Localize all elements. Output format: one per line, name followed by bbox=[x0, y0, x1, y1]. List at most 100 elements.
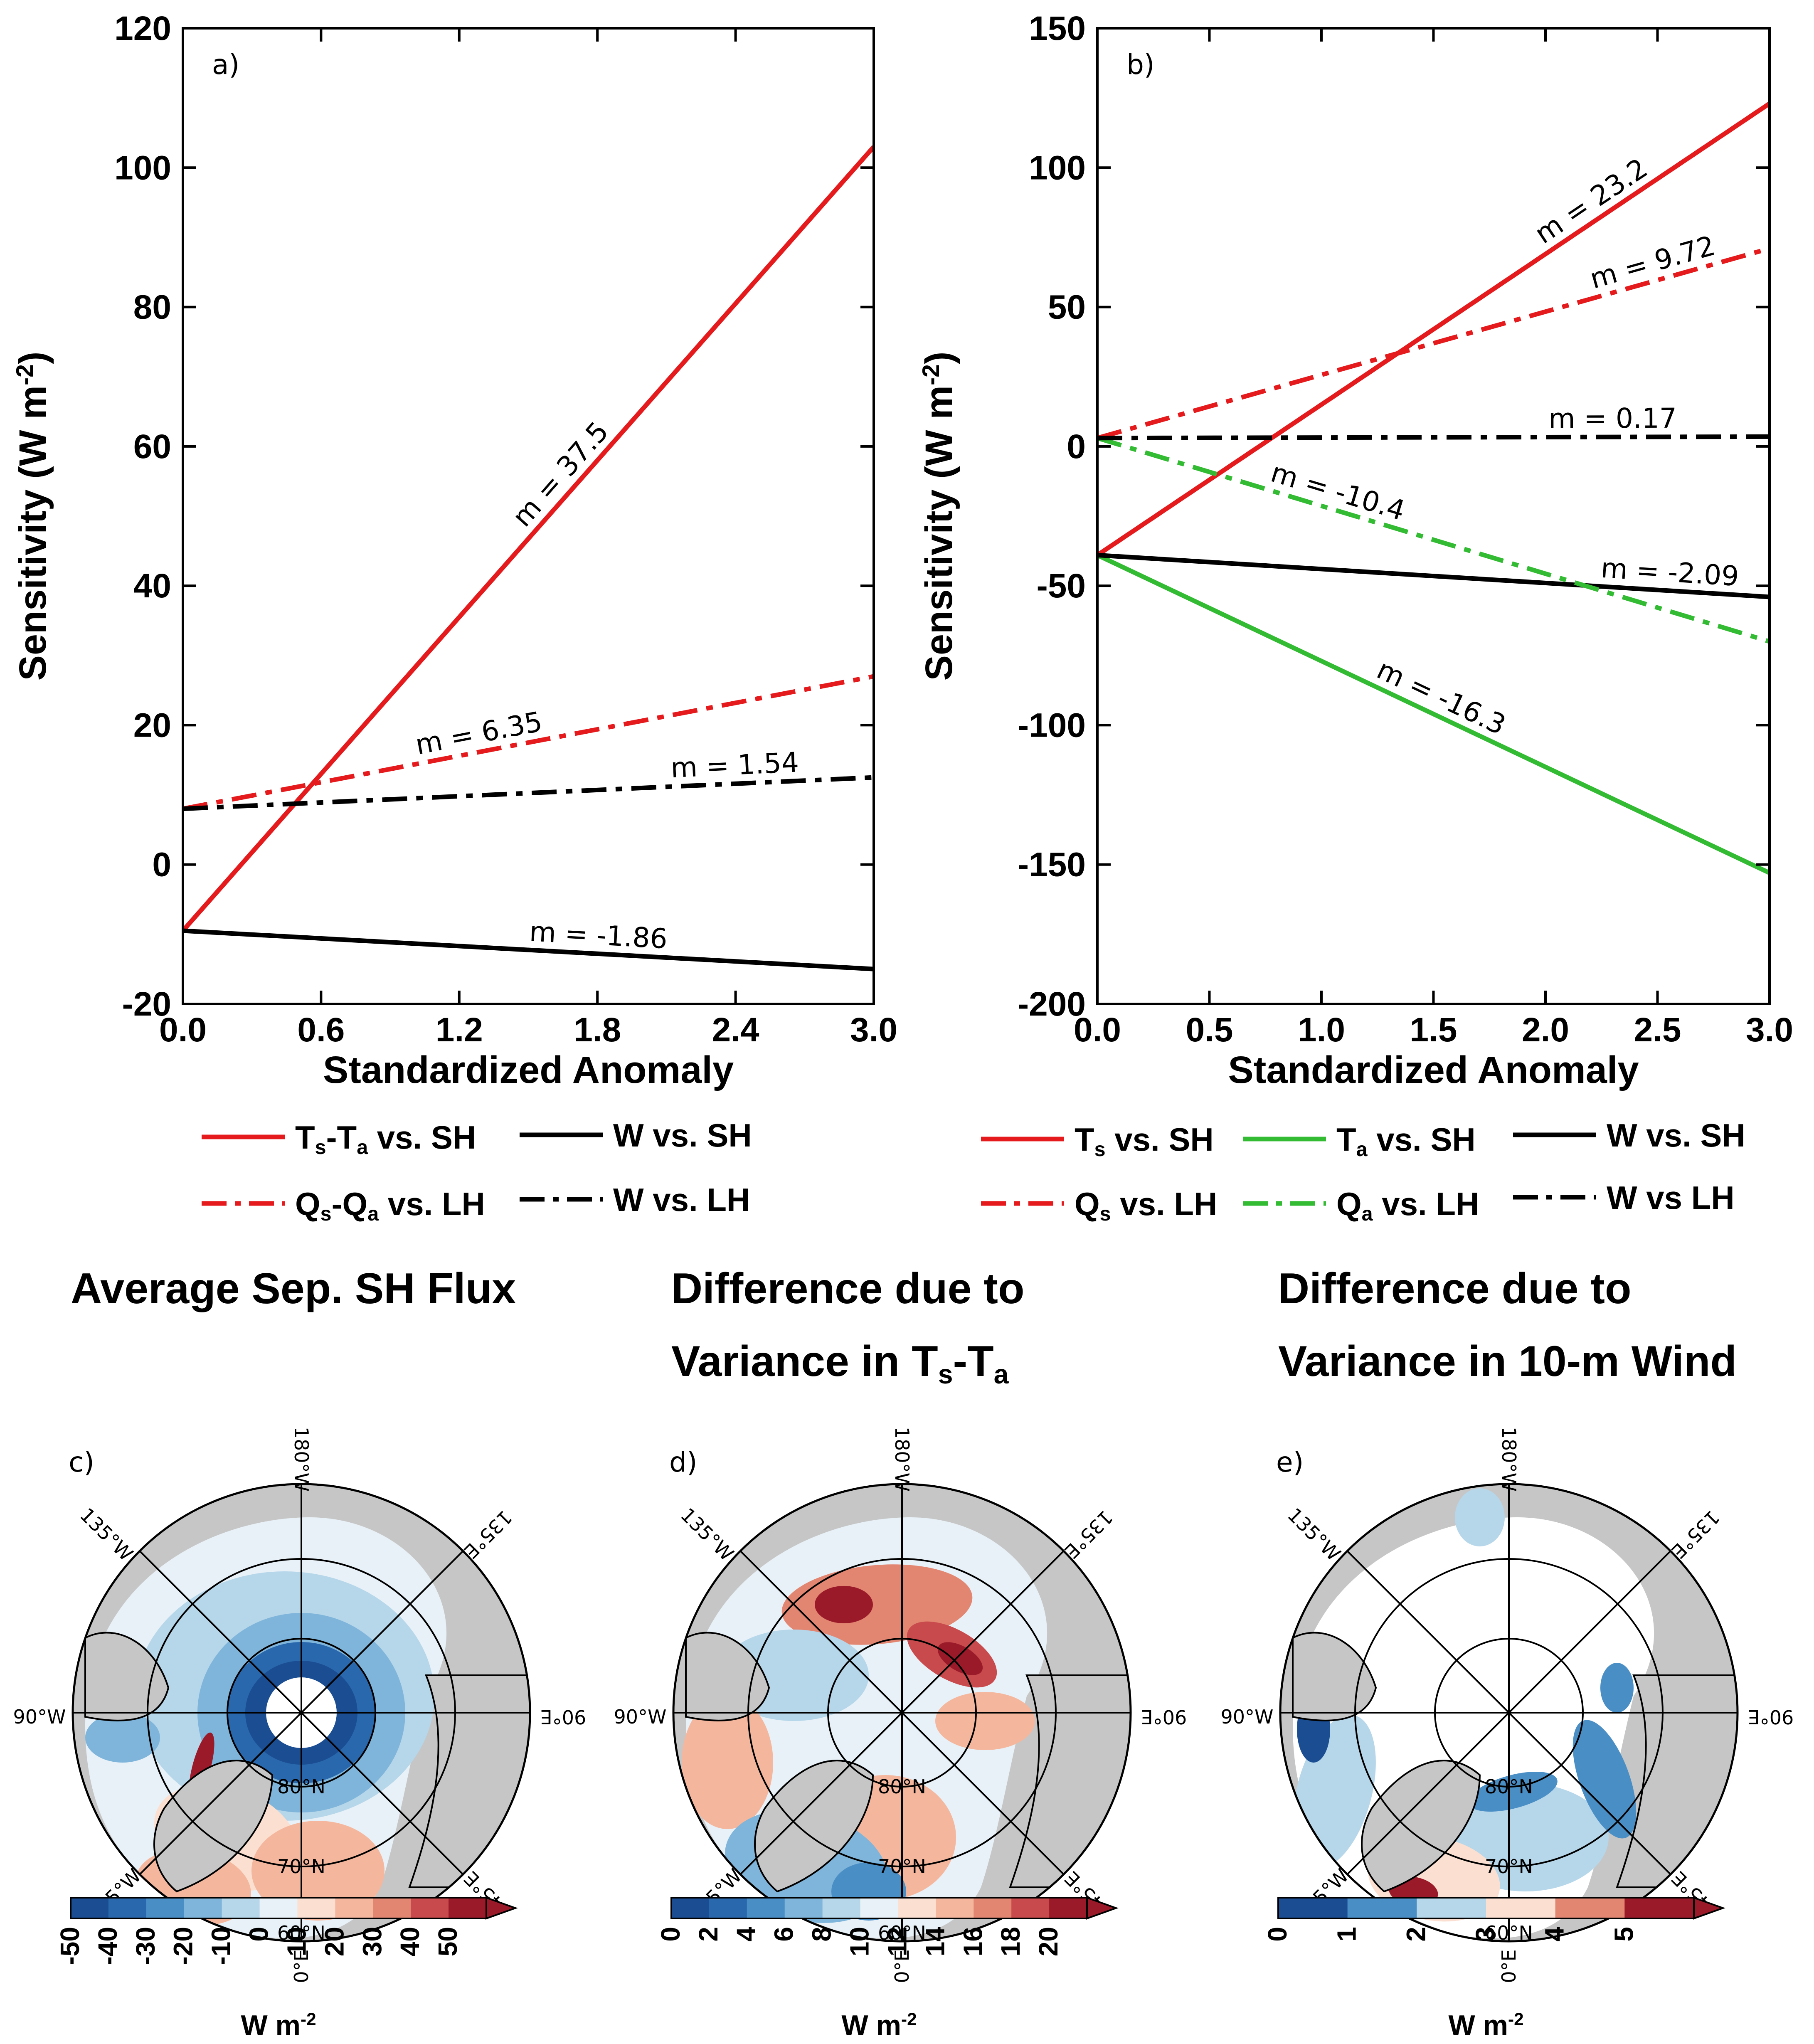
colorbar-tick-label: 6 bbox=[769, 1927, 799, 1942]
colorbar-tick-label: 2 bbox=[1401, 1927, 1431, 1942]
legend-label-0: Ts-Ta vs. SH bbox=[295, 1119, 476, 1159]
colorbar-unit: W m-2 bbox=[841, 2009, 917, 2041]
map-panel-label: e) bbox=[1276, 1446, 1304, 1478]
colorbar-segment bbox=[822, 1898, 861, 1918]
map-title-line-part: Difference due to bbox=[671, 1265, 1024, 1313]
colorbar-tick-label: 20 bbox=[319, 1927, 349, 1956]
colorbar-tick-label: 4 bbox=[1540, 1927, 1570, 1942]
map-title-line-part: Difference due to bbox=[1278, 1265, 1631, 1313]
legend-label-1-part: a bbox=[1356, 1138, 1368, 1161]
legend-label-0-part: a bbox=[357, 1136, 368, 1159]
latitude-label: 70°N bbox=[277, 1855, 325, 1878]
ytick-label: 150 bbox=[1029, 10, 1086, 47]
map-title-line: Variance in Ts-Ta bbox=[671, 1337, 1009, 1389]
colorbar-unit-part: W m bbox=[841, 2009, 901, 2041]
colorbar-segment bbox=[1278, 1898, 1348, 1918]
anomaly-area bbox=[1600, 1663, 1634, 1713]
ytick-label: 20 bbox=[133, 706, 171, 744]
colorbar-tick-label: 5 bbox=[1609, 1927, 1639, 1942]
xtick-label: 2.4 bbox=[712, 1011, 759, 1049]
xtick-label: 1.2 bbox=[436, 1011, 483, 1049]
slope-label-3: m = 9.72 bbox=[1587, 229, 1719, 295]
colorbar-segment bbox=[974, 1898, 1012, 1918]
panel-label: a) bbox=[212, 49, 239, 81]
colorbar-frame bbox=[70, 1897, 487, 1919]
colorbar-segment bbox=[449, 1898, 487, 1918]
colorbar-segment bbox=[1624, 1898, 1694, 1918]
colorbar-tick-label: 40 bbox=[395, 1927, 425, 1956]
longitude-label: 90°W bbox=[13, 1706, 66, 1728]
longitude-label: 135°E bbox=[1060, 1506, 1117, 1563]
colorbar-segment bbox=[1486, 1898, 1556, 1918]
y-axis-label-part: ) bbox=[12, 352, 54, 365]
y-axis-label: Sensitivity (W m-2) bbox=[12, 352, 54, 681]
colorbar-tick-label: 4 bbox=[731, 1927, 761, 1942]
slope-label-1: m = -1.86 bbox=[529, 915, 668, 955]
longitude-label: 180°W bbox=[891, 1427, 913, 1492]
colorbar-segment bbox=[297, 1898, 335, 1918]
colorbar-frame bbox=[1277, 1897, 1695, 1919]
colorbar-tick-label: -20 bbox=[168, 1927, 198, 1965]
colorbar-tick-label: 18 bbox=[996, 1927, 1025, 1956]
anomaly-area bbox=[251, 1821, 384, 1921]
colorbar-unit: W m-2 bbox=[241, 2009, 316, 2041]
colorbar-tick-label: 1 bbox=[1332, 1927, 1362, 1942]
ytick-label: -200 bbox=[1018, 985, 1086, 1023]
legend-label-3-part: vs. LH bbox=[1111, 1186, 1218, 1222]
colorbar-segment bbox=[671, 1898, 710, 1918]
map-title-line: Variance in 10-m Wind bbox=[1278, 1337, 1737, 1386]
legend-label-1: W vs. SH bbox=[613, 1117, 752, 1154]
colorbar-segment bbox=[1049, 1898, 1087, 1918]
y-axis-label-part: Sensitivity (W m bbox=[12, 385, 54, 681]
map-title-line-part: Average Sep. SH Flux bbox=[71, 1265, 516, 1313]
legend-label-2: Qs-Qa vs. LH bbox=[295, 1186, 485, 1225]
ytick-label: 50 bbox=[1048, 288, 1086, 326]
ytick-label: 40 bbox=[133, 567, 171, 605]
legend-label-2-part: Q bbox=[295, 1186, 320, 1222]
series-line-5 bbox=[1097, 434, 1770, 441]
colorbar-segment bbox=[1011, 1898, 1050, 1918]
y-axis-label-part: -2 bbox=[12, 364, 38, 385]
map-title-line-part: a bbox=[994, 1359, 1009, 1389]
series-line-3 bbox=[1097, 246, 1770, 441]
map-title-line-part: Variance in T bbox=[671, 1337, 938, 1386]
colorbar-segment bbox=[1347, 1898, 1417, 1918]
legend-label-3: W vs. LH bbox=[613, 1181, 750, 1218]
colorbar-tick-label: 3 bbox=[1470, 1927, 1500, 1942]
colorbar-segment bbox=[1417, 1898, 1486, 1918]
longitude-label: 90°W bbox=[614, 1706, 666, 1728]
legend-label-0-part: s bbox=[315, 1136, 326, 1159]
colorbar-segment bbox=[709, 1898, 747, 1918]
latitude-label: 60°N bbox=[878, 1922, 926, 1944]
legend-label-1-part: W vs. SH bbox=[613, 1117, 752, 1154]
ytick-label: 60 bbox=[133, 428, 171, 466]
colorbar-unit: W m-2 bbox=[1448, 2009, 1523, 2041]
colorbar-segment bbox=[1555, 1898, 1625, 1918]
chart-a: m = 37.5m = -1.86m = 6.35m = 1.54-200204… bbox=[12, 10, 897, 1225]
slope-label-4: m = -10.4 bbox=[1267, 456, 1409, 527]
legend-label-0-part: s bbox=[1094, 1138, 1106, 1161]
legend-label-4-part: a bbox=[1362, 1203, 1373, 1225]
colorbar-segment bbox=[184, 1898, 222, 1918]
anomaly-area bbox=[85, 1713, 160, 1763]
latitude-label: 70°N bbox=[878, 1855, 926, 1878]
colorbar-tick-label: -30 bbox=[131, 1927, 160, 1965]
colorbar-unit-part: W m bbox=[241, 2009, 301, 2041]
colorbar-segment bbox=[222, 1898, 260, 1918]
colorbar-tick-label: -10 bbox=[206, 1927, 236, 1965]
legend-label-3-part: Q bbox=[1075, 1186, 1100, 1222]
longitude-label: 180°W bbox=[290, 1427, 313, 1492]
ytick-label: -20 bbox=[122, 985, 171, 1023]
longitude-label: 135°W bbox=[676, 1504, 738, 1566]
xtick-label: 3.0 bbox=[1746, 1011, 1793, 1049]
colorbar-tick-label: 50 bbox=[433, 1927, 463, 1956]
anomaly-area bbox=[937, 1642, 983, 1675]
latitude-label: 60°N bbox=[277, 1922, 325, 1944]
legend-label-0-part: T bbox=[295, 1119, 315, 1156]
longitude-label: 135°W bbox=[76, 1504, 138, 1566]
latitude-label: 70°N bbox=[1485, 1855, 1533, 1878]
longitude-label: 0°E bbox=[891, 1949, 913, 1983]
colorbar-segment bbox=[146, 1898, 185, 1918]
